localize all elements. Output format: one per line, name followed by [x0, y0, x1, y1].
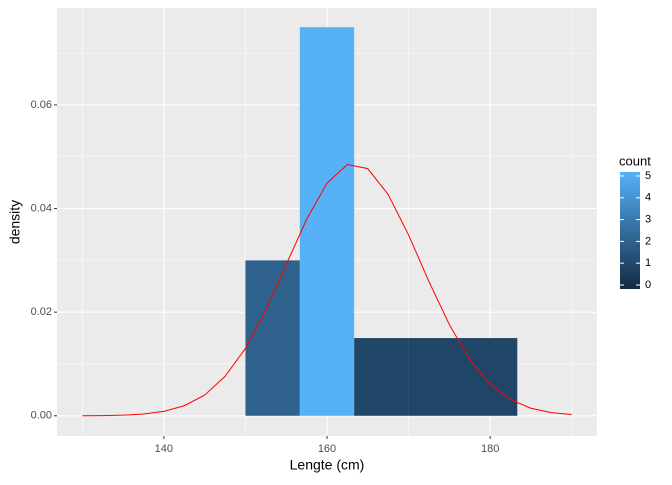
- x-axis-title: Lengte (cm): [290, 457, 365, 473]
- legend-tick-label: 1: [645, 257, 651, 269]
- bar: [354, 338, 409, 416]
- legend-tick-label: 4: [645, 192, 651, 204]
- bar: [408, 338, 463, 416]
- legend-title: count: [619, 153, 651, 168]
- legend-tick-label: 3: [645, 214, 651, 226]
- bar: [299, 27, 355, 416]
- y-tick-label: 0.04: [31, 202, 52, 214]
- legend-tick-label: 5: [645, 170, 651, 182]
- legend-tick-label: 0: [645, 279, 651, 291]
- y-axis-title: density: [7, 200, 23, 244]
- x-tick-label: 160: [318, 443, 336, 455]
- bar: [462, 338, 518, 416]
- y-tick-label: 0.00: [31, 410, 52, 422]
- colorbar: [620, 172, 640, 289]
- bar: [245, 260, 300, 416]
- density-curve: [82, 163, 572, 417]
- x-tick-label: 140: [155, 443, 173, 455]
- y-tick-label: 0.06: [31, 99, 52, 111]
- x-tick-label: 180: [481, 443, 499, 455]
- y-tick-label: 0.02: [31, 306, 52, 318]
- legend-tick-label: 2: [645, 235, 651, 247]
